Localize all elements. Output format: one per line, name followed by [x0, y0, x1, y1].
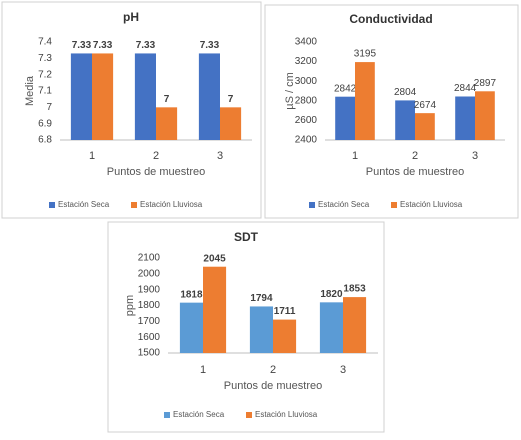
bar	[455, 96, 475, 140]
y-tick-label: 7.2	[38, 69, 52, 80]
data-label: 1794	[250, 293, 273, 304]
y-tick-label: 6.9	[38, 118, 52, 129]
x-axis-label: Puntos de muestreo	[107, 166, 205, 178]
data-label: 2844	[454, 83, 477, 94]
y-tick-label: 7.4	[38, 37, 52, 48]
x-tick-label: 2	[412, 150, 418, 162]
x-tick-label: 3	[217, 150, 223, 162]
chart-title: Conductividad	[349, 12, 432, 26]
data-label: 1711	[274, 306, 296, 317]
y-tick-label: 1500	[138, 348, 161, 359]
data-label: 7.33	[136, 40, 156, 51]
data-label: 2045	[203, 253, 226, 264]
y-tick-label: 7.3	[38, 53, 52, 64]
legend-label: Estación Lluviosa	[140, 200, 203, 209]
bar	[395, 100, 415, 140]
data-label: 7.33	[93, 40, 113, 51]
panel-border	[1, 1, 262, 219]
panel-border	[264, 4, 519, 219]
bar	[273, 319, 297, 353]
y-tick-label: 2400	[295, 135, 318, 146]
bar	[475, 91, 495, 140]
legend-swatch	[164, 412, 170, 418]
x-axis-label: Puntos de muestreo	[224, 380, 322, 392]
y-tick-label: 7.1	[38, 86, 52, 97]
legend-swatch	[49, 202, 55, 208]
data-label: 1818	[180, 289, 203, 300]
chart-title: SDT	[234, 230, 259, 244]
bar	[220, 107, 242, 140]
data-label: 2674	[414, 100, 437, 111]
legend-label: Estación Seca	[173, 410, 225, 419]
data-label: 2897	[474, 78, 497, 89]
x-axis-label: Puntos de muestreo	[366, 166, 464, 178]
y-tick-label: 3000	[295, 76, 318, 87]
x-tick-label: 1	[352, 150, 358, 162]
y-tick-label: 6.8	[38, 135, 52, 146]
x-tick-label: 2	[270, 364, 276, 376]
data-label: 7	[164, 94, 170, 105]
data-label: 1853	[343, 284, 366, 295]
y-tick-label: 3400	[295, 37, 318, 48]
y-tick-label: 1900	[138, 284, 161, 295]
x-tick-label: 3	[472, 150, 478, 162]
bar	[70, 53, 92, 140]
panel-border	[107, 221, 385, 433]
y-tick-label: 7	[46, 102, 52, 113]
bar	[156, 107, 178, 140]
legend-label: Estación Seca	[318, 200, 370, 209]
legend-swatch	[246, 412, 252, 418]
y-axis-label: ppm	[124, 295, 136, 316]
chart-title: pH	[123, 10, 139, 24]
data-label: 3195	[354, 49, 377, 60]
y-tick-label: 2800	[295, 95, 318, 106]
legend-swatch	[131, 202, 137, 208]
y-axis-label: µS / cm	[284, 72, 296, 110]
data-label: 2804	[394, 87, 417, 98]
y-tick-label: 1800	[138, 300, 161, 311]
y-tick-label: 2100	[138, 253, 161, 264]
data-label: 7	[228, 94, 234, 105]
x-tick-label: 1	[200, 364, 206, 376]
legend-label: Estación Seca	[58, 200, 110, 209]
data-label: 1820	[320, 289, 343, 300]
bar	[198, 53, 220, 140]
y-axis-label: Media	[24, 75, 36, 106]
y-tick-label: 2600	[295, 115, 318, 126]
bar	[335, 96, 355, 140]
bar	[249, 306, 273, 353]
x-tick-label: 2	[153, 150, 159, 162]
bar	[179, 302, 203, 353]
y-tick-label: 2000	[138, 268, 161, 279]
data-label: 7.33	[72, 40, 92, 51]
legend-swatch	[309, 202, 315, 208]
bar	[319, 302, 343, 353]
bar	[415, 113, 435, 140]
x-tick-label: 1	[89, 150, 95, 162]
x-tick-label: 3	[340, 364, 346, 376]
bar	[92, 53, 114, 140]
legend-swatch	[391, 202, 397, 208]
legend-label: Estación Lluviosa	[255, 410, 318, 419]
legend-label: Estación Lluviosa	[400, 200, 463, 209]
bar	[343, 297, 367, 353]
y-tick-label: 3200	[295, 56, 318, 67]
bar	[355, 62, 375, 141]
data-label: 7.33	[200, 40, 220, 51]
data-label: 2842	[334, 83, 357, 94]
bar	[203, 266, 227, 353]
bar	[134, 53, 156, 140]
y-tick-label: 1700	[138, 316, 161, 327]
y-tick-label: 1600	[138, 332, 161, 343]
